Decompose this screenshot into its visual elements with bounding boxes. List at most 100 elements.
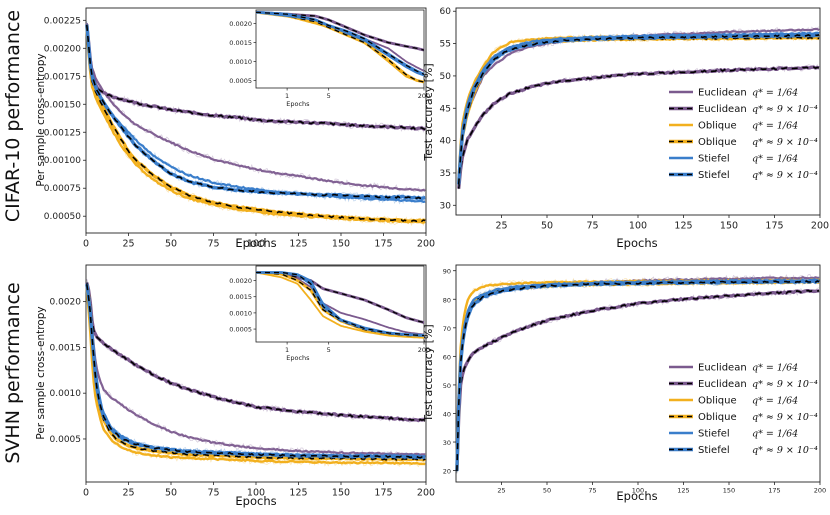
legend-q: q* ≈ 9 × 10⁻⁴: [752, 379, 818, 390]
legend-q: q* = 1/64: [752, 154, 798, 165]
y-tick-label: 45: [440, 104, 451, 114]
y-tick-label: 50: [440, 72, 452, 82]
legend-method: Stiefel: [698, 154, 730, 165]
x-tick-label: 100: [629, 221, 647, 232]
plot-frame: [455, 264, 821, 483]
legend-q: q* ≈ 9 × 10⁻⁴: [752, 104, 818, 115]
x-tick-label: 175: [765, 221, 783, 232]
y-tick-label: 0.0020: [50, 298, 82, 308]
plot-frame: [455, 7, 821, 216]
series-dash-3: [86, 284, 426, 461]
legend-q: q* ≈ 9 × 10⁻⁴: [752, 412, 818, 423]
y-tick-label: 30: [440, 201, 452, 211]
y-tick-label: 40: [440, 137, 452, 147]
inset-x-tick-label: 1: [285, 346, 289, 354]
y-tick-label: 0.0005: [50, 435, 82, 445]
x-axis-label: Epochs: [616, 489, 657, 503]
y-tick-label: 20: [443, 468, 451, 476]
x-tick-label: 125: [674, 221, 692, 232]
y-tick-label: 60: [443, 353, 451, 361]
chart-panel-cifar_acc: 25 50 75 100 125 150 175 200 30 35 40 45 50 55 60 Epoch…: [422, 7, 829, 250]
y-tick-label: 0.00225: [44, 16, 81, 26]
y-axis-label: Per sample cross-entropy: [35, 306, 47, 439]
inset-y-tick-label: 0.0015: [229, 39, 252, 47]
inset-svhn_loss: 1 5 200 0.0005 0.0010 0.0015 0.0020 Epochs: [229, 265, 430, 362]
y-tick-label: 35: [440, 169, 451, 179]
y-tick-label: 70: [443, 325, 451, 333]
x-tick-label: 125: [677, 487, 689, 495]
y-tick-label: 0.00150: [44, 100, 81, 110]
series-line-4: [455, 278, 820, 472]
inset-frame: [255, 9, 425, 89]
x-tick-label: 50: [543, 487, 551, 495]
series-dash-5: [456, 280, 820, 472]
x-tick-label: 0: [83, 239, 89, 250]
legend-method: Stiefel: [698, 429, 730, 440]
legend-method: Euclidean: [698, 379, 747, 390]
x-axis-label: Epochs: [616, 236, 657, 250]
x-tick-label: 125: [289, 239, 307, 250]
series-dash-1: [457, 66, 820, 189]
legend: Euclidean q* = 1/64 Euclidean q* ≈ 9 × 10⁻⁴…: [669, 363, 818, 456]
legend-q: q* = 1/64: [752, 396, 798, 407]
x-tick-label: 175: [768, 487, 780, 495]
x-tick-label: 200: [814, 487, 826, 495]
legend-q: q* = 1/64: [752, 88, 798, 99]
x-tick-label: 50: [541, 221, 553, 232]
inset-cifar_loss: 1 5 200 0.0005 0.0010 0.0015 0.0020 Epochs: [229, 9, 430, 108]
inset-series-dash-5: [255, 11, 425, 75]
legend-method: Euclidean: [698, 363, 747, 374]
x-axis-label: Epochs: [235, 494, 276, 508]
y-tick-label: 50: [443, 382, 451, 390]
legend-method: Euclidean: [698, 104, 747, 115]
inset-x-axis-label: Epochs: [286, 354, 310, 362]
series-dash-5: [457, 34, 820, 185]
legend-method: Euclidean: [698, 88, 747, 99]
inset-y-tick-label: 0.0020: [229, 277, 252, 285]
y-tick-label: 0.0010: [50, 389, 82, 399]
x-tick-label: 25: [497, 487, 505, 495]
y-tick-label: 30: [443, 439, 451, 447]
inset-y-tick-label: 0.0020: [229, 20, 252, 28]
y-tick-label: 0.00175: [44, 72, 81, 82]
legend-method: Oblique: [698, 396, 737, 407]
y-tick-label: 80: [443, 296, 451, 304]
series-line-0: [85, 282, 426, 456]
series-dash-1: [86, 282, 426, 422]
x-tick-label: 25: [122, 239, 134, 250]
x-tick-label: 75: [207, 239, 219, 250]
x-tick-label: 75: [588, 487, 596, 495]
x-tick-label: 150: [720, 221, 738, 232]
x-tick-label: 75: [207, 488, 219, 499]
legend-method: Stiefel: [698, 445, 730, 456]
y-tick-label: 90: [443, 268, 451, 276]
y-axis-label: Test accuracy [%]: [422, 324, 435, 422]
legend: Euclidean q* = 1/64 Euclidean q* ≈ 9 × 10⁻⁴…: [669, 88, 818, 181]
inset-series-line-2: [255, 271, 425, 339]
y-tick-label: 60: [440, 7, 452, 17]
series-dash-5: [86, 24, 426, 200]
inset-x-tick-label: 5: [327, 92, 331, 100]
y-tick-label: 0.00125: [44, 128, 81, 138]
x-tick-label: 100: [247, 239, 265, 250]
y-tick-label: 0.00200: [44, 44, 81, 54]
y-axis-label: Test accuracy [%]: [422, 63, 435, 161]
inset-x-tick-label: 5: [327, 346, 331, 354]
legend-method: Stiefel: [698, 170, 730, 181]
inset-x-tick-label: 1: [285, 92, 289, 100]
legend-q: q* ≈ 9 × 10⁻⁴: [752, 170, 818, 181]
series-dash-1: [456, 289, 820, 471]
x-tick-label: 150: [332, 239, 350, 250]
y-tick-label: 0.0015: [50, 343, 82, 353]
legend-method: Oblique: [698, 412, 737, 423]
legend-q: q* ≈ 9 × 10⁻⁴: [752, 445, 818, 456]
inset-y-tick-label: 0.0005: [229, 77, 252, 85]
x-tick-label: 25: [495, 221, 507, 232]
chart-panel-svhn_acc: 25 50 75 100 125 150 175 200 20 30 40 50 60 70 80 90 Epo…: [422, 264, 826, 503]
x-tick-label: 200: [811, 221, 829, 232]
x-tick-label: 125: [289, 488, 307, 499]
x-axis-label: Epochs: [235, 236, 276, 250]
legend-q: q* = 1/64: [752, 429, 798, 440]
x-tick-label: 50: [165, 239, 177, 250]
